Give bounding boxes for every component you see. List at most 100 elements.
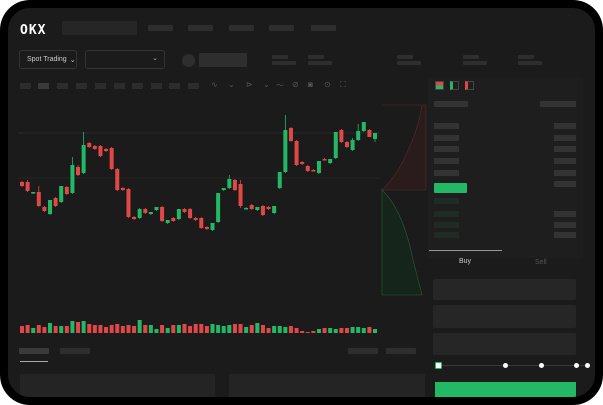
- interval-button[interactable]: [132, 83, 143, 89]
- volume-bar: [36, 325, 41, 333]
- nav-item[interactable]: [229, 25, 254, 31]
- interval-button[interactable]: [76, 83, 87, 89]
- bid-row[interactable]: [554, 211, 576, 217]
- stat-label: [272, 55, 288, 59]
- pair-dropdown[interactable]: ⌄: [85, 50, 165, 69]
- candle-body: [204, 227, 209, 229]
- volume-bar: [42, 327, 47, 333]
- nav-item[interactable]: [148, 25, 173, 31]
- chevron-down-icon[interactable]: ⌄: [228, 80, 235, 89]
- bid-row[interactable]: [434, 232, 459, 238]
- line-icon[interactable]: 〜: [276, 81, 284, 90]
- bid-row[interactable]: [434, 222, 459, 228]
- bid-row[interactable]: [434, 211, 459, 217]
- fullscreen-icon[interactable]: ⛶: [340, 80, 346, 89]
- amount-input[interactable]: [433, 305, 576, 328]
- volume-bar: [92, 325, 97, 333]
- filter-button[interactable]: [348, 348, 378, 354]
- ask-row[interactable]: [554, 146, 576, 152]
- volume-bar: [193, 324, 198, 333]
- drawing-tool-icon[interactable]: ⊳: [246, 80, 253, 89]
- candle-body: [193, 218, 198, 220]
- ask-row[interactable]: [554, 123, 576, 129]
- volume-bar: [373, 329, 377, 333]
- bid-row[interactable]: [554, 232, 576, 238]
- interval-button-active[interactable]: [38, 83, 49, 89]
- volume-bar: [316, 329, 321, 333]
- interval-button[interactable]: [169, 83, 180, 89]
- search-bar[interactable]: [62, 21, 137, 35]
- volume-bar: [143, 325, 148, 333]
- candle-body: [277, 172, 282, 188]
- depth-bids-area: [381, 189, 423, 296]
- volume-bar: [232, 324, 237, 333]
- slider-step-75[interactable]: [574, 363, 579, 368]
- candle-body: [64, 187, 69, 194]
- candle-body: [322, 159, 327, 161]
- interval-button[interactable]: [95, 83, 106, 89]
- candle-body: [154, 207, 159, 210]
- price-input[interactable]: [433, 279, 576, 300]
- candle-body: [109, 148, 114, 169]
- ask-row[interactable]: [434, 135, 459, 141]
- orderbook-both-icon[interactable]: [435, 81, 444, 90]
- candle-body: [344, 142, 349, 147]
- candlestick-chart[interactable]: [8, 95, 428, 335]
- ruler-icon[interactable]: ⊘: [292, 80, 299, 89]
- interval-button[interactable]: [20, 83, 31, 89]
- percent-slider-track[interactable]: [438, 365, 588, 366]
- tab-open-orders[interactable]: [19, 348, 49, 354]
- candle-body: [42, 207, 47, 211]
- volume-bar: [288, 326, 293, 333]
- volume-bar: [98, 325, 103, 333]
- candle-body: [137, 209, 142, 218]
- ask-row[interactable]: [434, 170, 459, 176]
- ask-row[interactable]: [554, 158, 576, 164]
- slider-step-100[interactable]: [585, 363, 590, 368]
- candle-body: [328, 159, 333, 163]
- candle-body: [255, 207, 260, 210]
- indicator-icon[interactable]: ∿: [211, 80, 218, 89]
- interval-button[interactable]: [57, 83, 68, 89]
- bid-row[interactable]: [434, 198, 459, 204]
- camera-icon[interactable]: ◙: [308, 80, 313, 89]
- interval-button[interactable]: [188, 83, 199, 89]
- ask-row[interactable]: [434, 146, 459, 152]
- orderbook-buy-icon[interactable]: [450, 81, 459, 90]
- active-tab-underline: [20, 361, 48, 362]
- interval-button[interactable]: [151, 83, 162, 89]
- candle-body: [232, 180, 237, 190]
- ask-row[interactable]: [434, 123, 459, 129]
- slider-step-50[interactable]: [539, 363, 544, 368]
- sell-tab[interactable]: Sell: [535, 259, 547, 266]
- filter-button[interactable]: [386, 348, 416, 354]
- candle-body: [294, 141, 299, 165]
- settings-icon[interactable]: ⊙: [324, 80, 331, 89]
- ask-row[interactable]: [434, 158, 459, 164]
- interval-button[interactable]: [114, 83, 125, 89]
- volume-bar: [31, 328, 36, 333]
- buy-tab[interactable]: Buy: [459, 258, 472, 265]
- spot-trading-dropdown[interactable]: Spot Trading ⌄: [19, 50, 77, 69]
- stat-label: [463, 55, 479, 59]
- tab-order-history[interactable]: [60, 348, 90, 354]
- candle-body: [210, 223, 215, 230]
- total-input[interactable]: [433, 333, 576, 355]
- nav-item[interactable]: [188, 25, 213, 31]
- candle-body: [76, 167, 81, 175]
- candle-body: [143, 209, 148, 213]
- orderbook-sell-icon[interactable]: [465, 81, 474, 90]
- chevron-down-icon[interactable]: ⌄: [263, 80, 270, 89]
- volume-bar: [120, 326, 125, 333]
- percent-slider-handle[interactable]: [435, 362, 442, 369]
- nav-item[interactable]: [311, 25, 336, 31]
- buy-submit-button[interactable]: [435, 382, 576, 397]
- ask-row[interactable]: [554, 181, 576, 187]
- ask-row[interactable]: [554, 135, 576, 141]
- nav-item[interactable]: [269, 25, 294, 31]
- assets-card: [229, 374, 425, 397]
- candle-body: [20, 182, 24, 186]
- ask-row[interactable]: [554, 170, 576, 176]
- bid-row[interactable]: [554, 222, 576, 228]
- slider-step-25[interactable]: [503, 363, 508, 368]
